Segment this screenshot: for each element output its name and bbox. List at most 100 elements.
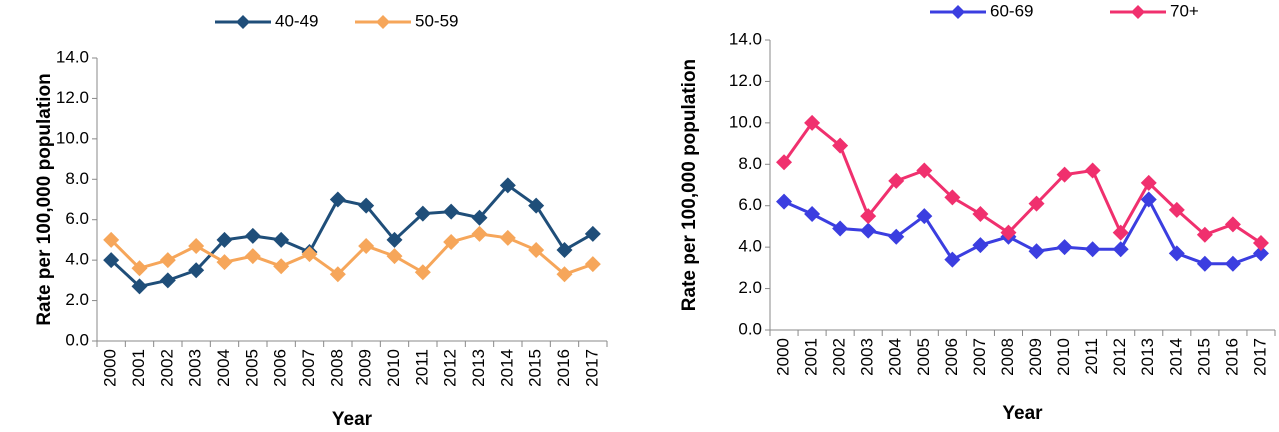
legend-marker xyxy=(951,5,965,19)
data-point xyxy=(159,272,176,289)
data-point xyxy=(1028,243,1045,260)
data-point xyxy=(804,114,821,131)
x-tick-label: 2006 xyxy=(942,338,961,376)
data-point xyxy=(471,225,488,242)
data-point xyxy=(1140,191,1157,208)
data-point xyxy=(804,206,821,222)
data-point xyxy=(131,278,148,295)
x-tick-label: 2011 xyxy=(412,349,431,386)
y-tick-label: 14.0 xyxy=(729,29,762,48)
x-tick-label: 2001 xyxy=(802,338,821,376)
legend-marker xyxy=(236,15,250,29)
data-point xyxy=(1224,216,1241,233)
x-tick-label: 2004 xyxy=(886,338,905,376)
data-point xyxy=(1112,224,1129,241)
legend-label: 50-59 xyxy=(415,11,458,30)
data-point xyxy=(1196,255,1213,272)
x-tick-label: 2000 xyxy=(774,338,793,376)
y-tick-label: 6.0 xyxy=(738,195,762,214)
x-tick-label: 2016 xyxy=(1222,338,1241,376)
x-tick-label: 2001 xyxy=(129,349,148,387)
data-point xyxy=(776,193,793,210)
x-tick-label: 2008 xyxy=(327,349,346,387)
data-point xyxy=(103,252,120,269)
y-tick-label: 2.0 xyxy=(65,290,89,309)
data-point xyxy=(1168,201,1185,218)
y-tick-label: 10.0 xyxy=(729,112,762,131)
data-point xyxy=(329,191,346,208)
data-point xyxy=(386,231,403,248)
x-tick-label: 2008 xyxy=(998,338,1017,376)
legend-marker xyxy=(376,15,390,29)
series-line xyxy=(110,183,594,289)
data-point xyxy=(414,264,431,281)
y-tick-label: 8.0 xyxy=(738,154,762,173)
x-tick-label: 2014 xyxy=(1166,338,1185,376)
series-line xyxy=(110,232,594,277)
x-tick-label: 2012 xyxy=(441,349,460,387)
data-point xyxy=(972,206,989,222)
x-tick-label: 2013 xyxy=(469,349,488,387)
y-tick-label: 4.0 xyxy=(738,237,762,256)
data-point xyxy=(1084,241,1101,258)
data-point xyxy=(776,154,793,171)
x-tick-label: 2000 xyxy=(101,349,120,387)
x-tick-label: 2015 xyxy=(1194,338,1213,376)
y-tick-label: 4.0 xyxy=(65,250,89,269)
x-tick-label: 2003 xyxy=(186,349,205,387)
data-point xyxy=(273,231,290,248)
data-point xyxy=(159,252,176,269)
data-point xyxy=(1056,166,1073,183)
data-point xyxy=(188,237,205,254)
data-point xyxy=(471,209,488,226)
data-point xyxy=(386,248,403,265)
data-point xyxy=(944,189,961,206)
data-point xyxy=(1000,224,1017,241)
y-axis-title: Rate per 100,000 population xyxy=(34,73,55,325)
data-point xyxy=(832,220,849,237)
x-tick-label: 2009 xyxy=(356,349,375,387)
x-tick-label: 2007 xyxy=(970,338,989,376)
data-point xyxy=(216,254,233,271)
x-tick-label: 2005 xyxy=(242,349,261,387)
x-tick-label: 2004 xyxy=(214,349,233,387)
y-tick-label: 6.0 xyxy=(65,209,89,228)
data-point xyxy=(556,266,573,283)
data-point xyxy=(131,260,148,277)
data-point xyxy=(584,256,601,273)
x-tick-label: 2017 xyxy=(582,349,601,387)
data-point xyxy=(443,203,460,220)
data-point xyxy=(273,258,290,275)
data-point xyxy=(499,229,516,246)
data-point xyxy=(329,266,346,283)
x-tick-label: 2017 xyxy=(1250,338,1269,376)
data-point xyxy=(244,248,261,265)
x-tick-label: 2002 xyxy=(157,349,176,387)
data-point xyxy=(1252,245,1269,262)
data-point xyxy=(944,251,961,268)
y-tick-label: 0.0 xyxy=(738,319,762,338)
x-tick-label: 2009 xyxy=(1026,338,1045,376)
y-tick-label: 12.0 xyxy=(56,88,89,107)
x-tick-label: 2014 xyxy=(497,349,516,387)
data-point xyxy=(888,172,905,189)
x-tick-label: 2005 xyxy=(914,338,933,376)
x-tick-label: 2010 xyxy=(384,349,403,387)
data-point xyxy=(103,231,120,248)
data-point xyxy=(528,197,545,214)
series-line xyxy=(782,120,1262,245)
data-point xyxy=(1112,241,1129,258)
y-tick-label: 14.0 xyxy=(56,47,89,66)
data-point xyxy=(1252,235,1269,251)
x-tick-label: 2010 xyxy=(1054,338,1073,376)
data-point xyxy=(358,197,375,214)
data-point xyxy=(584,225,601,242)
data-point xyxy=(1028,195,1045,212)
data-point xyxy=(301,246,318,263)
data-point xyxy=(528,242,545,259)
data-point xyxy=(499,177,516,194)
data-point xyxy=(188,262,205,279)
data-point xyxy=(832,137,849,154)
data-point xyxy=(358,237,375,254)
